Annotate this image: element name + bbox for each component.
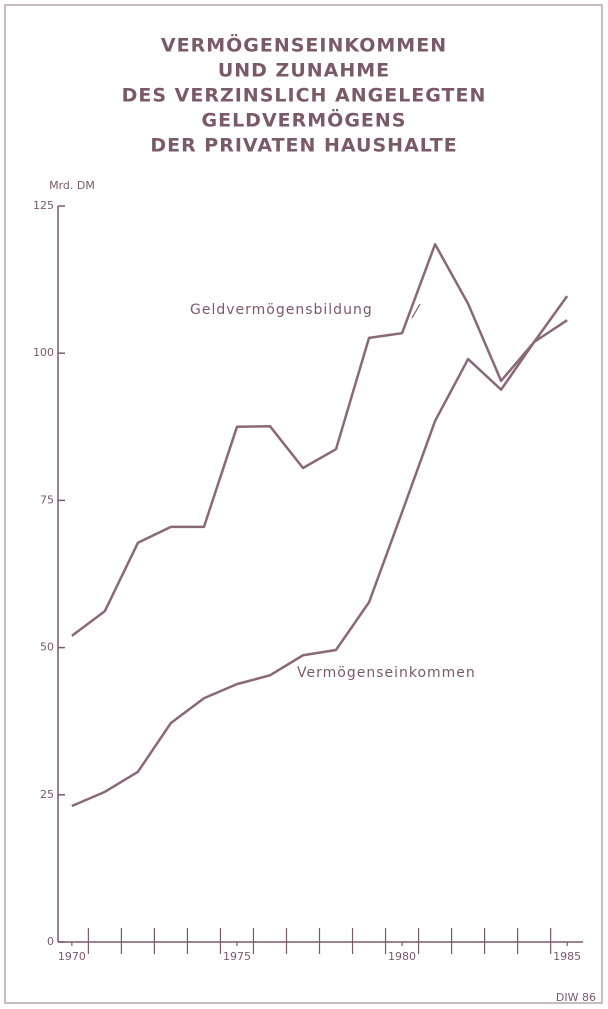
y-tick-label: 0: [47, 935, 54, 948]
source: DIW 86: [556, 991, 596, 1004]
series-line: [71, 319, 568, 808]
chart-title: DER PRIVATEN HAUSHALTE: [150, 135, 457, 157]
chart-title: UND ZUNAHME: [218, 60, 390, 82]
x-tick-label: 1975: [223, 950, 251, 963]
label-leader: [411, 303, 421, 319]
y-tick-label: 125: [33, 199, 54, 212]
y-tick-label: 50: [40, 641, 54, 654]
y-tick-label: 75: [40, 493, 54, 506]
y-axis-label: Mrd. DM: [49, 179, 95, 192]
frame: [4, 4, 603, 1004]
series-line: [71, 243, 569, 637]
x-tick-label: 1980: [388, 950, 416, 963]
chart-title: VERMÖGENSEINKOMMEN: [161, 33, 447, 57]
x-tick-label: 1985: [553, 950, 581, 963]
chart-title: GELDVERMÖGENS: [202, 108, 407, 132]
series-label: Geldvermögensbildung: [190, 302, 373, 318]
y-tick-label: 25: [40, 788, 54, 801]
series-label: Vermögenseinkommen: [297, 665, 476, 681]
y-tick-label: 100: [33, 346, 54, 359]
chart-title: DES VERZINSLICH ANGELEGTEN: [122, 85, 487, 107]
x-tick-label: 1970: [58, 950, 86, 963]
